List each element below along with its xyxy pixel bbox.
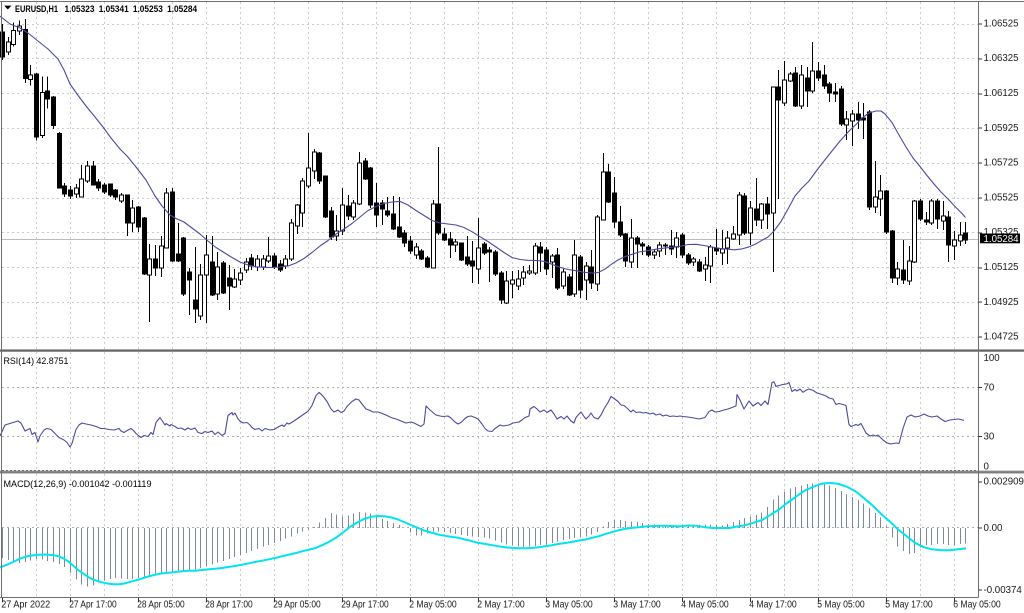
svg-text:30: 30 (984, 431, 995, 442)
svg-text:5 May 17:00: 5 May 17:00 (885, 600, 933, 611)
svg-text:1.05253: 1.05253 (133, 4, 163, 14)
svg-text:1.05125: 1.05125 (984, 262, 1019, 273)
svg-text:27 Apr 17:00: 27 Apr 17:00 (69, 600, 117, 611)
svg-text:27 Apr 2022: 27 Apr 2022 (1, 600, 50, 611)
svg-text:1.04925: 1.04925 (984, 297, 1019, 308)
svg-text:1.06525: 1.06525 (984, 18, 1019, 29)
svg-text:5 May 05:00: 5 May 05:00 (817, 600, 865, 611)
svg-text:28 Apr 05:00: 28 Apr 05:00 (137, 600, 185, 611)
svg-text:100: 100 (984, 353, 1001, 364)
svg-text:RSI(14) 42.8751: RSI(14) 42.8751 (4, 356, 69, 366)
svg-text:4 May 05:00: 4 May 05:00 (681, 600, 729, 611)
svg-text:29 Apr 05:00: 29 Apr 05:00 (273, 600, 321, 611)
svg-text:MACD(12,26,9) -0.001042 -0.001: MACD(12,26,9) -0.001042 -0.001119 (4, 479, 152, 489)
svg-text:1.05284: 1.05284 (167, 4, 198, 14)
svg-text:6 May 05:00: 6 May 05:00 (953, 600, 1001, 611)
svg-text:1.04725: 1.04725 (984, 332, 1019, 343)
svg-text:4 May 17:00: 4 May 17:00 (749, 600, 797, 611)
svg-text:0.002909: 0.002909 (984, 476, 1024, 487)
svg-text:EURUSD,H1: EURUSD,H1 (15, 4, 58, 14)
svg-text:3 May 05:00: 3 May 05:00 (545, 600, 593, 611)
svg-text:28 Apr 17:00: 28 Apr 17:00 (205, 600, 253, 611)
svg-text:1.05284: 1.05284 (984, 234, 1020, 245)
svg-text:2 May 17:00: 2 May 17:00 (477, 600, 525, 611)
svg-text:1.05325: 1.05325 (984, 227, 1019, 238)
svg-text:1.05323: 1.05323 (65, 4, 95, 14)
svg-text:1.06325: 1.06325 (984, 53, 1019, 64)
svg-text:2 May 05:00: 2 May 05:00 (409, 600, 457, 611)
svg-text:1.06125: 1.06125 (984, 88, 1019, 99)
svg-text:1.05925: 1.05925 (984, 123, 1019, 134)
svg-text:0: 0 (984, 461, 990, 472)
svg-text:1.05725: 1.05725 (984, 158, 1019, 169)
svg-text:29 Apr 17:00: 29 Apr 17:00 (341, 600, 389, 611)
svg-text:1.05341: 1.05341 (99, 4, 129, 14)
svg-text:70: 70 (984, 382, 995, 393)
svg-text:3 May 17:00: 3 May 17:00 (613, 600, 661, 611)
svg-text:-0.00374: -0.00374 (984, 585, 1023, 596)
svg-text:1.05525: 1.05525 (984, 192, 1019, 203)
svg-text:0.00: 0.00 (984, 523, 1003, 534)
